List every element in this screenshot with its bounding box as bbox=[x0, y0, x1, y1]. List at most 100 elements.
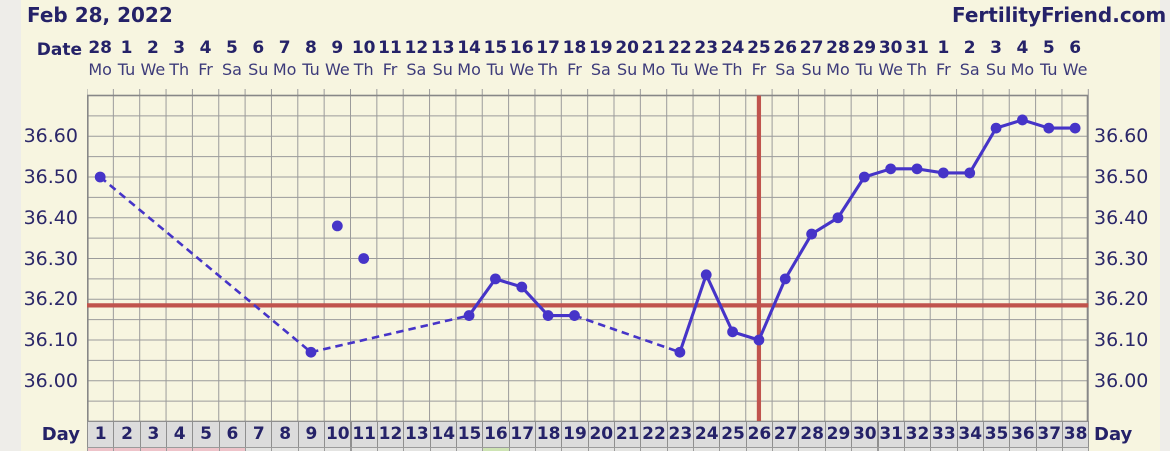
weekday-cell: Mo bbox=[457, 60, 481, 79]
temp-point bbox=[858, 171, 870, 183]
temp-point bbox=[832, 212, 844, 224]
weekday-cell: Th bbox=[353, 60, 374, 79]
temp-point bbox=[885, 163, 897, 175]
date-cell: 2 bbox=[963, 38, 976, 58]
cycle-day-cell: 37 bbox=[1035, 421, 1063, 448]
temp-point bbox=[94, 171, 106, 183]
temp-point bbox=[1017, 114, 1028, 126]
temp-tick-left: 36.10 bbox=[23, 329, 78, 351]
weekday-cell: Fr bbox=[936, 60, 951, 79]
event-cell bbox=[271, 447, 299, 451]
event-cell bbox=[719, 447, 747, 451]
event-cell bbox=[403, 447, 431, 451]
cycle-day-cell: 21 bbox=[614, 421, 642, 448]
weekday-cell: Tu bbox=[302, 60, 320, 79]
temp-tick-right: 36.20 bbox=[1094, 288, 1149, 311]
event-cell bbox=[745, 447, 774, 451]
cycle-day-cell: 1 bbox=[87, 421, 115, 448]
temp-point bbox=[516, 281, 528, 293]
date-cell: 8 bbox=[305, 38, 317, 58]
event-cell bbox=[350, 447, 378, 451]
date-cell: 20 bbox=[615, 38, 639, 58]
weekday-cell: We bbox=[878, 60, 904, 79]
weekday-cell: Sa bbox=[590, 60, 611, 79]
event-cell bbox=[455, 447, 484, 451]
date-cell: 17 bbox=[536, 38, 560, 58]
weekday-cell: Fr bbox=[198, 60, 213, 79]
menses-cell bbox=[87, 447, 115, 451]
date-cell: 1 bbox=[120, 38, 133, 58]
event-cell bbox=[561, 447, 589, 451]
event-cell bbox=[640, 447, 668, 451]
event-cell bbox=[324, 447, 352, 451]
cycle-day-cell: 11 bbox=[350, 421, 378, 448]
cycle-day-cell: 36 bbox=[1009, 421, 1037, 448]
date-row-label: Date bbox=[36, 40, 82, 60]
weekday-cell: Mo bbox=[641, 60, 666, 79]
temp-tick-left: 36.40 bbox=[23, 206, 78, 229]
temp-tick-right: 36.00 bbox=[1094, 369, 1149, 392]
weekday-cell: We bbox=[509, 60, 535, 79]
temp-point bbox=[331, 220, 343, 232]
temp-point bbox=[1069, 122, 1081, 134]
temp-point bbox=[753, 334, 765, 346]
date-cell: 21 bbox=[641, 38, 666, 58]
event-cell bbox=[982, 447, 1011, 451]
event-cell bbox=[903, 447, 932, 451]
cycle-day-cell: 18 bbox=[534, 421, 563, 448]
day-row-label-left: Day bbox=[41, 424, 80, 445]
weekday-cell: Tu bbox=[117, 60, 136, 79]
weekday-cell: Sa bbox=[406, 60, 427, 79]
weekday-cell: Su bbox=[248, 60, 269, 79]
date-cell: 25 bbox=[747, 38, 771, 58]
weekday-cell: Sa bbox=[959, 60, 980, 79]
cycle-day-cell: 24 bbox=[693, 421, 721, 448]
date-cell: 28 bbox=[826, 38, 850, 58]
event-cell bbox=[429, 447, 457, 451]
date-cell: 3 bbox=[990, 38, 1002, 58]
temp-tick-left: 36.30 bbox=[23, 247, 78, 270]
temp-tick-right: 36.50 bbox=[1094, 166, 1149, 188]
weekday-cell: Tu bbox=[1040, 60, 1058, 79]
date-cell: 6 bbox=[1069, 38, 1082, 58]
cycle-day-cell: 23 bbox=[666, 421, 695, 448]
weekday-cell: Mo bbox=[826, 60, 850, 79]
cycle-day-cell: 35 bbox=[982, 421, 1011, 448]
event-cell bbox=[772, 447, 800, 451]
weekday-cell: Sa bbox=[775, 60, 796, 79]
weekday-cell: Tu bbox=[855, 60, 874, 79]
event-cell bbox=[956, 447, 984, 451]
temp-tick-left: 36.50 bbox=[23, 166, 78, 188]
temp-point bbox=[358, 253, 370, 264]
date-cell: 19 bbox=[588, 38, 613, 58]
weekday-cell: Mo bbox=[88, 60, 112, 79]
weekday-cell: Th bbox=[907, 60, 927, 79]
weekday-cell: Mo bbox=[1010, 60, 1035, 79]
temp-tick-right: 36.40 bbox=[1094, 206, 1149, 229]
cycle-day-cell: 6 bbox=[218, 421, 247, 448]
cycle-day-cell: 26 bbox=[745, 421, 774, 448]
temp-tick-left: 36.20 bbox=[23, 288, 78, 311]
menses-cell bbox=[192, 447, 220, 451]
temp-tick-right: 36.10 bbox=[1094, 329, 1149, 351]
fertilityfriend-brand-link[interactable]: FertilityFriend.com bbox=[952, 3, 1167, 27]
event-cell bbox=[297, 447, 326, 451]
date-cell: 4 bbox=[199, 38, 212, 58]
weekday-cell: Su bbox=[801, 60, 822, 79]
cycle-day-cell: 27 bbox=[772, 421, 800, 448]
date-cell: 1 bbox=[937, 38, 950, 58]
date-cell: 31 bbox=[905, 38, 929, 58]
temp-point bbox=[700, 269, 712, 281]
cycle-day-cell: 14 bbox=[429, 421, 457, 448]
date-cell: 14 bbox=[457, 38, 481, 58]
cycle-day-cell: 3 bbox=[139, 421, 168, 448]
date-cell: 5 bbox=[226, 38, 238, 58]
weekday-cell: Su bbox=[617, 60, 638, 79]
cycle-day-cell: 32 bbox=[903, 421, 932, 448]
cycle-day-cell: 17 bbox=[508, 421, 536, 448]
date-cell: 18 bbox=[562, 38, 587, 58]
event-cell bbox=[534, 447, 563, 451]
cycle-day-cell: 34 bbox=[956, 421, 984, 448]
event-cell bbox=[930, 447, 958, 451]
temp-tick-left: 36.00 bbox=[23, 369, 78, 392]
